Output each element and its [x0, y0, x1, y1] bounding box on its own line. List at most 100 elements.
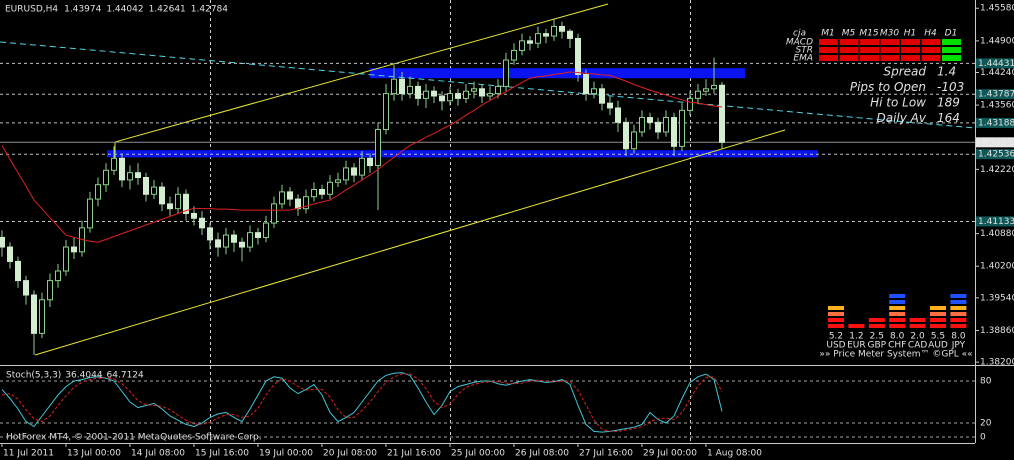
candle-body: [367, 157, 373, 167]
signal-cell: [921, 55, 941, 61]
zone: [370, 68, 745, 79]
x-tick-label: 13 Jul 00:00: [67, 449, 121, 459]
candle-body: [591, 88, 597, 95]
signals-title: cja: [793, 29, 806, 39]
x-tick-label: 29 Jul 00:00: [643, 449, 697, 459]
candle-body: [111, 157, 117, 171]
meter-segment: [889, 294, 906, 298]
meter-segment: [950, 294, 967, 298]
signal-cell: [860, 55, 879, 61]
candle-body: [703, 88, 709, 92]
candle-body: [423, 90, 429, 99]
level-label-box: [976, 58, 1014, 69]
candle-body: [167, 203, 173, 210]
signal-cell: [921, 47, 941, 53]
info-value: 164: [937, 111, 960, 125]
signal-cell: [860, 47, 879, 53]
signal-cell: [819, 47, 838, 53]
candle-body: [295, 198, 301, 210]
candle-body: [511, 49, 517, 61]
signal-cell: [839, 55, 859, 61]
candle-body: [439, 95, 445, 102]
plot: [0, 19, 725, 355]
moving-average: [1, 71, 723, 243]
candle-body: [287, 191, 293, 200]
candle-body: [303, 196, 309, 210]
meter-segment: [868, 324, 885, 328]
candle-body: [31, 294, 37, 334]
trend-lines: [0, 3, 976, 356]
meter-value: 2.5: [870, 332, 884, 342]
meter-segment: [868, 318, 885, 322]
candle-body: [503, 59, 509, 87]
candle-body: [87, 198, 93, 229]
x-tick-label: 21 Jul 16:00: [387, 449, 441, 459]
level-label: 1.41133: [978, 217, 1014, 227]
meter-segment: [828, 306, 844, 310]
candle-body: [687, 97, 693, 111]
signal-cell: [880, 47, 900, 53]
level-label-box: [976, 89, 1014, 100]
meter-currency: AUD: [928, 341, 948, 351]
meter-segment: [828, 324, 844, 328]
meter-segment: [889, 306, 906, 310]
candle-body: [375, 129, 381, 167]
channel-lower: [34, 129, 786, 356]
candle-body: [535, 33, 541, 44]
x-tick-label: 19 Jul 00:00: [259, 449, 313, 459]
signal-column: M5: [842, 29, 856, 39]
stoch-title: Stoch(5,3,3): [6, 371, 61, 381]
candle-body: [7, 246, 13, 262]
candle-body: [543, 33, 549, 37]
meter-segment: [889, 318, 906, 322]
signal-cell: [839, 47, 859, 53]
candle-body: [407, 85, 413, 95]
x-tick-label: 25 Jul 00:00: [451, 449, 505, 459]
info-label: Pips to Open: [850, 80, 926, 94]
level-label: 1.44431: [978, 59, 1014, 69]
candle-body: [383, 93, 389, 131]
meter-segment: [930, 312, 946, 316]
signal-cell: [942, 55, 961, 61]
meter-currency: CAD: [908, 341, 927, 351]
candle-body: [567, 30, 573, 39]
candle-body: [271, 203, 277, 224]
candle-body: [207, 227, 213, 241]
y-tick-label: 1.39540: [980, 293, 1014, 303]
meter-segment: [909, 318, 926, 322]
stoch-line: [1, 372, 723, 433]
meter-segment: [889, 300, 906, 304]
current-price-box: [976, 137, 1014, 148]
x-tick-label: 20 Jul 08:00: [323, 449, 377, 459]
signal-column: H1: [904, 29, 917, 39]
candle-body: [631, 131, 637, 150]
candle-body: [159, 186, 165, 205]
signal-cell: [942, 39, 961, 45]
signal-cell: [819, 55, 838, 61]
y-tick-label: 1.43560: [980, 101, 1014, 111]
chart-title: EURUSD,H4: [5, 5, 58, 15]
current-price-label: 1.42784: [978, 138, 1014, 148]
candle-body: [679, 109, 685, 147]
candle-body: [655, 121, 661, 133]
candle-body: [71, 246, 77, 253]
y-tick-label: 1.40200: [980, 262, 1014, 272]
candle-body: [151, 186, 157, 195]
y-tick-label: 1.44900: [980, 36, 1014, 46]
meter-value: 5.5: [931, 332, 945, 342]
signal-cell: [819, 39, 838, 45]
candle-body: [495, 85, 501, 95]
stoch-tick-label: 20: [980, 419, 992, 429]
candle-body: [663, 117, 669, 133]
candle-body: [23, 280, 29, 296]
candle-body: [719, 84, 725, 143]
candle-body: [391, 78, 397, 95]
candle-body: [47, 280, 53, 301]
info-label: Spread: [883, 65, 926, 79]
candle-body: [255, 232, 261, 238]
signal-cell: [880, 55, 900, 61]
overlay: Spread 1.4 Pips to Open -103 Hi to Low 189 Dai…: [786, 29, 973, 360]
candle-body: [559, 25, 565, 32]
title-value: 1.44042: [106, 5, 143, 15]
candle-body: [55, 270, 61, 282]
